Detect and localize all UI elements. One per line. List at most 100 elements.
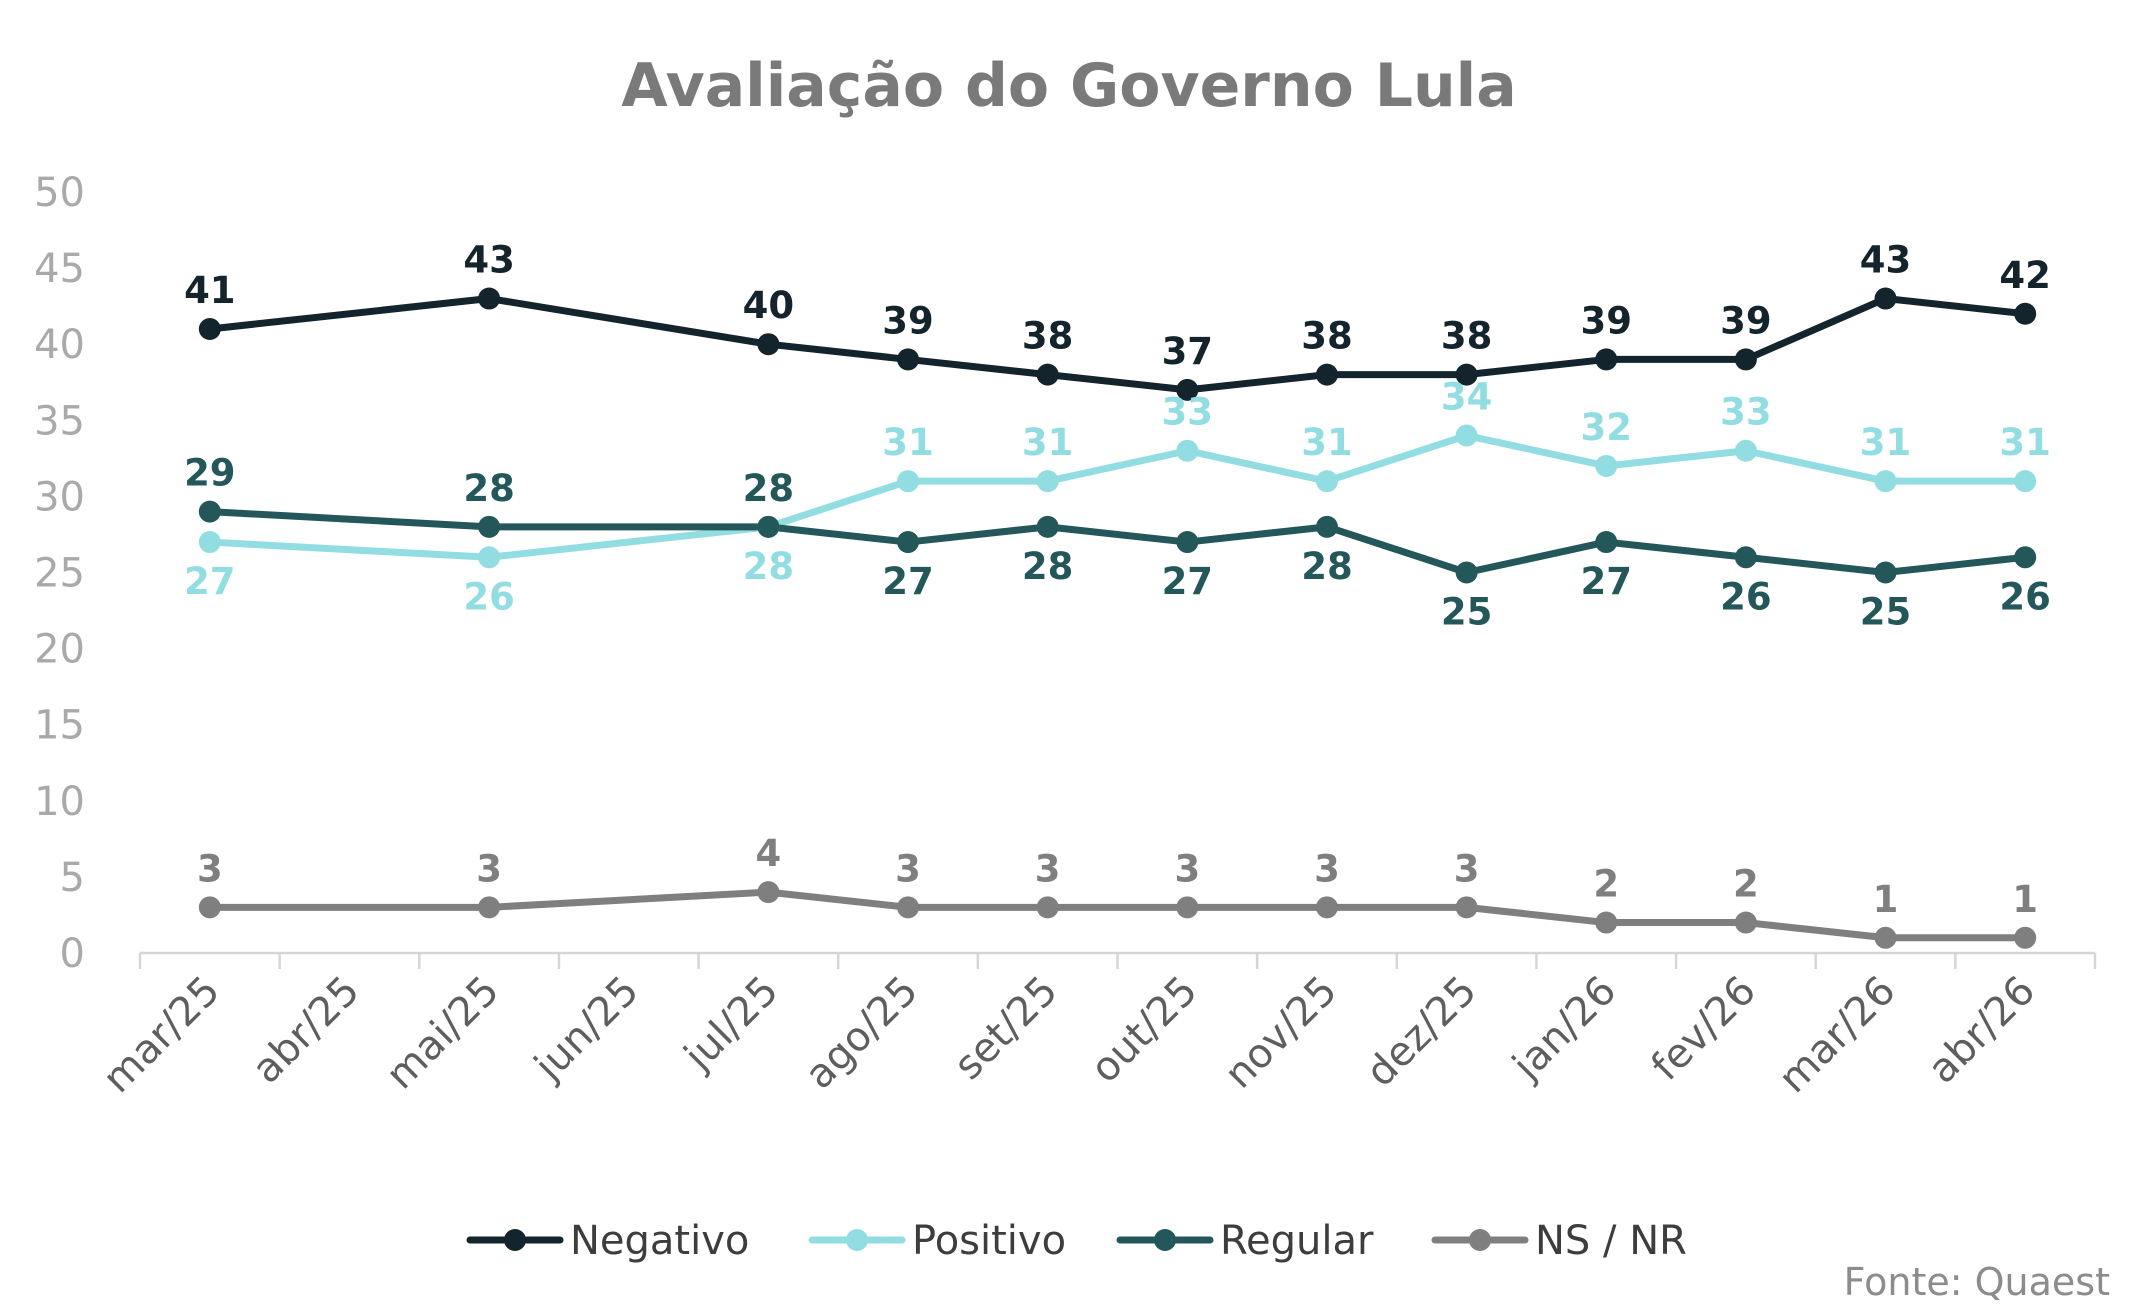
y-tick-label: 0 — [60, 931, 85, 977]
data-point — [1874, 561, 1897, 584]
legend-label: NS / NR — [1535, 1218, 1687, 1264]
data-point — [198, 896, 221, 919]
data-label: 40 — [743, 284, 795, 327]
data-point — [897, 348, 920, 371]
data-point — [2014, 926, 2037, 949]
data-point — [478, 515, 501, 538]
legend-label: Positivo — [912, 1218, 1066, 1264]
data-point — [897, 470, 920, 493]
data-label: 28 — [743, 467, 795, 510]
data-point — [1734, 911, 1757, 934]
legend-label: Negativo — [570, 1218, 749, 1264]
source-note: Fonte: Quaest — [1844, 1260, 2110, 1304]
data-point — [1176, 896, 1199, 919]
data-label: 1 — [1873, 878, 1899, 921]
x-tick-label: jul/25 — [675, 968, 787, 1080]
data-label: 2 — [1593, 863, 1619, 906]
data-label: 3 — [197, 847, 223, 890]
y-tick-label: 40 — [34, 322, 85, 368]
series-line-2 — [206, 508, 2029, 576]
data-label: 28 — [463, 467, 515, 510]
x-axis: mar/25 abr/25 mai/25 jun/25 jul/25 ago/25 set/… — [94, 951, 2097, 1102]
series-line-1 — [206, 432, 2029, 561]
legend-label: Regular — [1220, 1218, 1374, 1264]
data-label: 2 — [1733, 863, 1759, 906]
data-label: 42 — [1999, 254, 2051, 297]
data-label: 39 — [882, 299, 934, 342]
y-axis: 0 5 10 15 20 25 30 35 40 45 50 — [34, 170, 85, 977]
data-point — [1734, 546, 1757, 569]
data-point — [1455, 561, 1478, 584]
data-point — [1036, 515, 1059, 538]
data-label: 28 — [1022, 545, 1074, 588]
data-label: 3 — [1174, 847, 1200, 890]
y-tick-label: 25 — [34, 551, 85, 597]
data-label: 39 — [1581, 299, 1633, 342]
data-point — [478, 287, 501, 310]
data-point — [1036, 470, 1059, 493]
legend-swatch-marker — [1154, 1229, 1176, 1251]
x-tick-label: set/25 — [945, 968, 1066, 1089]
data-point — [1315, 470, 1338, 493]
data-label: 41 — [184, 269, 236, 312]
data-point — [757, 333, 780, 356]
data-point — [478, 546, 501, 569]
x-tick-label: abr/26 — [1919, 968, 2044, 1093]
data-label: 1 — [2012, 878, 2038, 921]
data-point — [1455, 896, 1478, 919]
y-tick-label: 45 — [34, 246, 85, 292]
data-label: 28 — [1301, 545, 1353, 588]
data-label: 3 — [1314, 847, 1340, 890]
x-tick-label: jun/25 — [525, 968, 647, 1090]
x-tick-label: fev/26 — [1643, 968, 1765, 1090]
data-label: 3 — [895, 847, 921, 890]
data-point — [1874, 470, 1897, 493]
data-point — [757, 881, 780, 904]
data-point — [1176, 439, 1199, 462]
legend-swatch-marker — [1469, 1229, 1491, 1251]
data-point — [1734, 439, 1757, 462]
data-label: 26 — [1720, 575, 1772, 618]
data-label: 26 — [1999, 575, 2051, 618]
x-tick-label: jan/26 — [1503, 968, 1625, 1090]
data-label: 31 — [1860, 421, 1912, 464]
data-label: 26 — [463, 575, 515, 618]
data-point — [1315, 363, 1338, 386]
data-label: 3 — [476, 847, 502, 890]
y-tick-label: 5 — [60, 855, 85, 901]
x-tick-label: nov/25 — [1216, 968, 1346, 1098]
data-point — [1455, 424, 1478, 447]
data-point — [1315, 896, 1338, 919]
series-line-0 — [206, 295, 2029, 394]
x-tick-label: out/25 — [1082, 968, 1206, 1092]
data-point — [198, 500, 221, 523]
y-tick-label: 15 — [34, 703, 85, 749]
data-label: 33 — [1162, 391, 1214, 434]
data-point — [1595, 348, 1618, 371]
data-label: 28 — [743, 545, 795, 588]
data-point — [2014, 546, 2037, 569]
data-label: 39 — [1720, 299, 1772, 342]
data-point — [2014, 470, 2037, 493]
data-label: 43 — [463, 239, 515, 282]
legend-swatch-marker — [846, 1229, 868, 1251]
data-label: 33 — [1720, 391, 1772, 434]
x-tick-label: abr/25 — [244, 968, 369, 1093]
data-label: 38 — [1301, 315, 1353, 358]
x-tick-label: mai/25 — [377, 968, 508, 1099]
data-point — [757, 515, 780, 538]
series-lines — [206, 295, 2029, 942]
data-label: 37 — [1162, 330, 1214, 373]
data-point — [1595, 454, 1618, 477]
data-label: 27 — [1581, 560, 1633, 603]
data-label: 25 — [1441, 591, 1493, 634]
data-label: 43 — [1860, 239, 1912, 282]
series-line-3 — [206, 888, 2029, 942]
data-point — [198, 531, 221, 554]
data-point — [1595, 911, 1618, 934]
data-label: 27 — [184, 560, 236, 603]
chart-title: Avaliação do Governo Lula — [621, 51, 1516, 121]
data-label: 29 — [184, 452, 236, 495]
data-label: 38 — [1022, 315, 1074, 358]
